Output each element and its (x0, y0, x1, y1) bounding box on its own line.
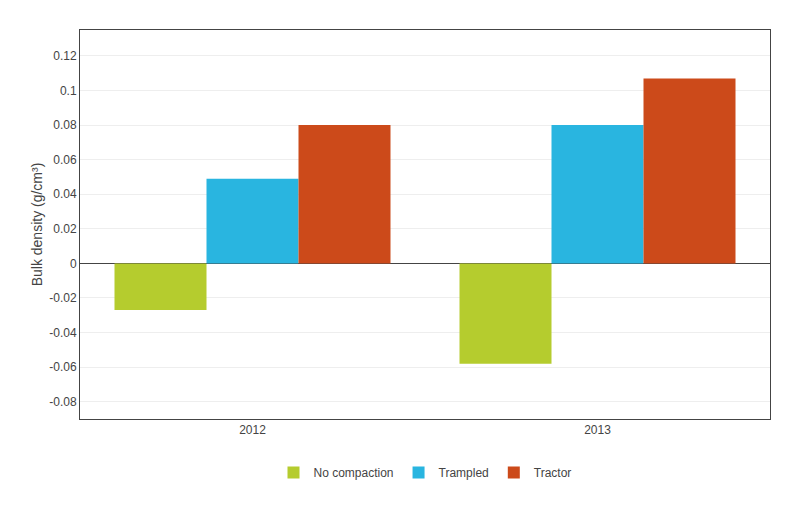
svg-text:No compaction: No compaction (314, 466, 394, 480)
svg-text:0.06: 0.06 (53, 153, 77, 167)
svg-text:2013: 2013 (584, 423, 611, 437)
svg-text:Trampled: Trampled (439, 466, 489, 480)
svg-text:-0.02: -0.02 (49, 291, 77, 305)
svg-text:0.04: 0.04 (53, 187, 77, 201)
svg-text:0.12: 0.12 (53, 49, 77, 63)
svg-text:Tractor: Tractor (534, 466, 572, 480)
svg-text:-0.04: -0.04 (49, 326, 77, 340)
svg-text:0.08: 0.08 (53, 118, 77, 132)
svg-text:Bulk density (g/cm³): Bulk density (g/cm³) (29, 163, 45, 287)
svg-text:0: 0 (70, 257, 77, 271)
svg-text:0.1: 0.1 (60, 84, 77, 98)
svg-text:-0.06: -0.06 (49, 360, 77, 374)
svg-text:-0.08: -0.08 (49, 395, 77, 409)
svg-text:0.02: 0.02 (53, 222, 77, 236)
svg-text:2012: 2012 (239, 423, 266, 437)
